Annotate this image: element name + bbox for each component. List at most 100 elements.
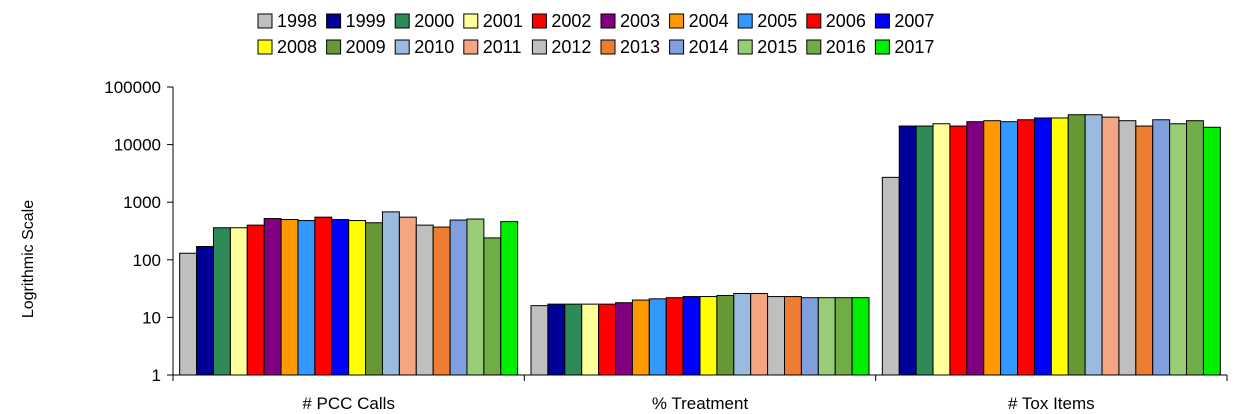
category-label: # PCC Calls bbox=[302, 394, 395, 413]
bar-1998-3 bbox=[881, 176, 900, 376]
bar-2010-1 bbox=[381, 211, 400, 376]
bar-2007-3 bbox=[1033, 117, 1052, 376]
legend-swatch-2015 bbox=[737, 39, 753, 55]
legend-swatch-2002 bbox=[531, 13, 547, 29]
bar-2006-1 bbox=[314, 216, 333, 376]
legend-label-1999: 1999 bbox=[346, 11, 386, 31]
legend-swatch-2016 bbox=[806, 39, 822, 55]
bar-1999-1 bbox=[196, 246, 214, 376]
bar-2000-2 bbox=[564, 303, 583, 376]
legend-label-2010: 2010 bbox=[414, 37, 454, 57]
legend-label-2006: 2006 bbox=[826, 11, 866, 31]
bars bbox=[179, 114, 1221, 376]
legend-swatch-2010 bbox=[394, 39, 410, 55]
bar-2016-3 bbox=[1186, 120, 1204, 376]
legend-label-2016: 2016 bbox=[826, 37, 866, 57]
category-label: % Treatment bbox=[652, 394, 749, 413]
legend-swatch-2011 bbox=[463, 39, 479, 55]
bar-2006-2 bbox=[665, 297, 684, 376]
legend-swatch-2004 bbox=[669, 13, 685, 29]
bar-2013-3 bbox=[1135, 125, 1154, 376]
bar-2000-3 bbox=[915, 125, 934, 376]
legend-swatch-2000 bbox=[394, 13, 410, 29]
bar-2010-3 bbox=[1084, 114, 1103, 376]
bar-2014-2 bbox=[800, 297, 819, 376]
bar-2001-2 bbox=[581, 303, 600, 376]
y-tick-label: 100 bbox=[133, 251, 161, 270]
y-tick-label: 100000 bbox=[104, 78, 161, 97]
bar-2000-1 bbox=[212, 227, 231, 376]
legend-swatch-2008 bbox=[257, 39, 273, 55]
bar-2005-3 bbox=[1000, 121, 1019, 376]
legend-swatch-2003 bbox=[600, 13, 616, 29]
y-axis-ticks: 1 10 100 1000 10000 100000 bbox=[104, 78, 173, 385]
bar-2002-3 bbox=[949, 125, 968, 376]
legend-label-2005: 2005 bbox=[757, 11, 797, 31]
bar-2012-2 bbox=[767, 296, 785, 376]
y-tick-label: 1000 bbox=[123, 193, 161, 212]
bar-2004-2 bbox=[631, 299, 650, 376]
bar-2015-3 bbox=[1169, 123, 1188, 376]
bar-2013-1 bbox=[432, 226, 451, 376]
bar-2001-1 bbox=[229, 227, 248, 376]
bar-2013-2 bbox=[784, 296, 802, 376]
bar-2017-2 bbox=[851, 297, 870, 376]
legend-label-2007: 2007 bbox=[894, 11, 934, 31]
bar-2008-2 bbox=[699, 296, 718, 376]
legend-label-2012: 2012 bbox=[551, 37, 591, 57]
legend-swatch-2005 bbox=[737, 13, 753, 29]
bar-2012-3 bbox=[1118, 120, 1137, 376]
bar-2016-1 bbox=[483, 237, 502, 376]
legend-swatch-2009 bbox=[326, 39, 342, 55]
bar-2014-3 bbox=[1152, 119, 1171, 376]
bar-2005-2 bbox=[648, 298, 667, 376]
y-tick-label: 10 bbox=[142, 308, 161, 327]
legend-label-2000: 2000 bbox=[414, 11, 454, 31]
bar-2004-1 bbox=[280, 219, 299, 376]
legend-swatch-1999 bbox=[326, 13, 342, 29]
bar-2005-1 bbox=[297, 220, 316, 376]
legend-label-2015: 2015 bbox=[757, 37, 797, 57]
legend-swatch-2014 bbox=[669, 39, 685, 55]
bar-2010-2 bbox=[733, 293, 752, 376]
legend-swatch-2007 bbox=[874, 13, 890, 29]
bar-2009-3 bbox=[1067, 114, 1086, 376]
legend-label-2004: 2004 bbox=[689, 11, 729, 31]
bar-1999-3 bbox=[898, 125, 917, 376]
bar-2012-1 bbox=[415, 224, 434, 376]
legend-label-2014: 2014 bbox=[689, 37, 729, 57]
bar-2017-3 bbox=[1202, 126, 1221, 376]
legend-label-2013: 2013 bbox=[620, 37, 660, 57]
bar-2017-1 bbox=[500, 221, 519, 376]
bar-2004-3 bbox=[983, 120, 1002, 376]
bar-2003-1 bbox=[263, 218, 282, 376]
legend-label-1998: 1998 bbox=[277, 11, 317, 31]
y-tick-label: 10000 bbox=[114, 136, 161, 155]
legend-label-2017: 2017 bbox=[894, 37, 934, 57]
legend-swatch-2001 bbox=[463, 13, 479, 29]
axes bbox=[172, 87, 1228, 381]
legend-swatch-2017 bbox=[874, 39, 890, 55]
bar-2008-1 bbox=[348, 220, 367, 376]
bar-2002-2 bbox=[598, 303, 616, 376]
legend-label-2002: 2002 bbox=[551, 11, 591, 31]
bar-2014-1 bbox=[449, 219, 468, 376]
bar-2007-2 bbox=[682, 296, 701, 376]
bar-2007-1 bbox=[331, 219, 350, 376]
y-tick-label: 1 bbox=[152, 366, 161, 385]
bar-2016-2 bbox=[834, 297, 853, 376]
legend: 1998 1999 2000 2001 2002 2003 2004 2005 2006 2007… bbox=[257, 11, 934, 57]
bar-2006-3 bbox=[1017, 119, 1035, 376]
bar-2015-1 bbox=[466, 218, 485, 376]
bar-2008-3 bbox=[1050, 117, 1069, 376]
y-axis-title: Logrithmic Scale bbox=[20, 200, 37, 318]
legend-swatch-2006 bbox=[806, 13, 822, 29]
legend-swatch-2012 bbox=[531, 39, 547, 55]
bar-2011-2 bbox=[750, 293, 769, 376]
category-labels: # PCC Calls % Treatment # Tox Items bbox=[302, 394, 1094, 413]
legend-swatch-1998 bbox=[257, 13, 273, 29]
legend-label-2008: 2008 bbox=[277, 37, 317, 57]
bar-2011-1 bbox=[398, 216, 417, 376]
legend-label-2003: 2003 bbox=[620, 11, 660, 31]
